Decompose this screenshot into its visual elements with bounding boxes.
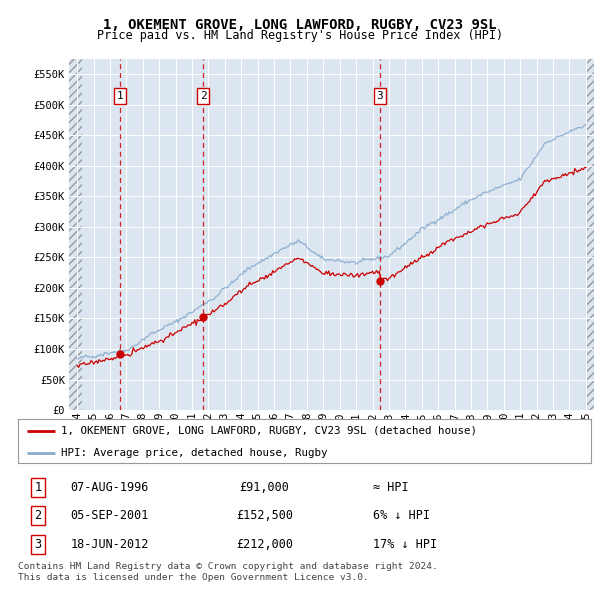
- Text: £152,500: £152,500: [236, 509, 293, 522]
- Text: 2: 2: [34, 509, 41, 522]
- Text: 3: 3: [377, 91, 383, 101]
- Text: 3: 3: [34, 538, 41, 551]
- Text: 07-AUG-1996: 07-AUG-1996: [70, 481, 149, 494]
- Text: HPI: Average price, detached house, Rugby: HPI: Average price, detached house, Rugb…: [61, 448, 328, 458]
- Text: This data is licensed under the Open Government Licence v3.0.: This data is licensed under the Open Gov…: [18, 573, 369, 582]
- Text: 05-SEP-2001: 05-SEP-2001: [70, 509, 149, 522]
- Text: 17% ↓ HPI: 17% ↓ HPI: [373, 538, 437, 551]
- Text: £212,000: £212,000: [236, 538, 293, 551]
- Bar: [69, 59, 82, 410]
- Text: Contains HM Land Registry data © Crown copyright and database right 2024.: Contains HM Land Registry data © Crown c…: [18, 562, 438, 571]
- Text: ≈ HPI: ≈ HPI: [373, 481, 409, 494]
- Text: 18-JUN-2012: 18-JUN-2012: [70, 538, 149, 551]
- Text: 1, OKEMENT GROVE, LONG LAWFORD, RUGBY, CV23 9SL: 1, OKEMENT GROVE, LONG LAWFORD, RUGBY, C…: [103, 18, 497, 32]
- Text: 2: 2: [200, 91, 206, 101]
- Text: £91,000: £91,000: [239, 481, 289, 494]
- Bar: [586, 59, 594, 410]
- Text: 1, OKEMENT GROVE, LONG LAWFORD, RUGBY, CV23 9SL (detached house): 1, OKEMENT GROVE, LONG LAWFORD, RUGBY, C…: [61, 426, 477, 436]
- Text: 1: 1: [34, 481, 41, 494]
- Text: 1: 1: [116, 91, 123, 101]
- Text: Price paid vs. HM Land Registry's House Price Index (HPI): Price paid vs. HM Land Registry's House …: [97, 30, 503, 42]
- Text: 6% ↓ HPI: 6% ↓ HPI: [373, 509, 430, 522]
